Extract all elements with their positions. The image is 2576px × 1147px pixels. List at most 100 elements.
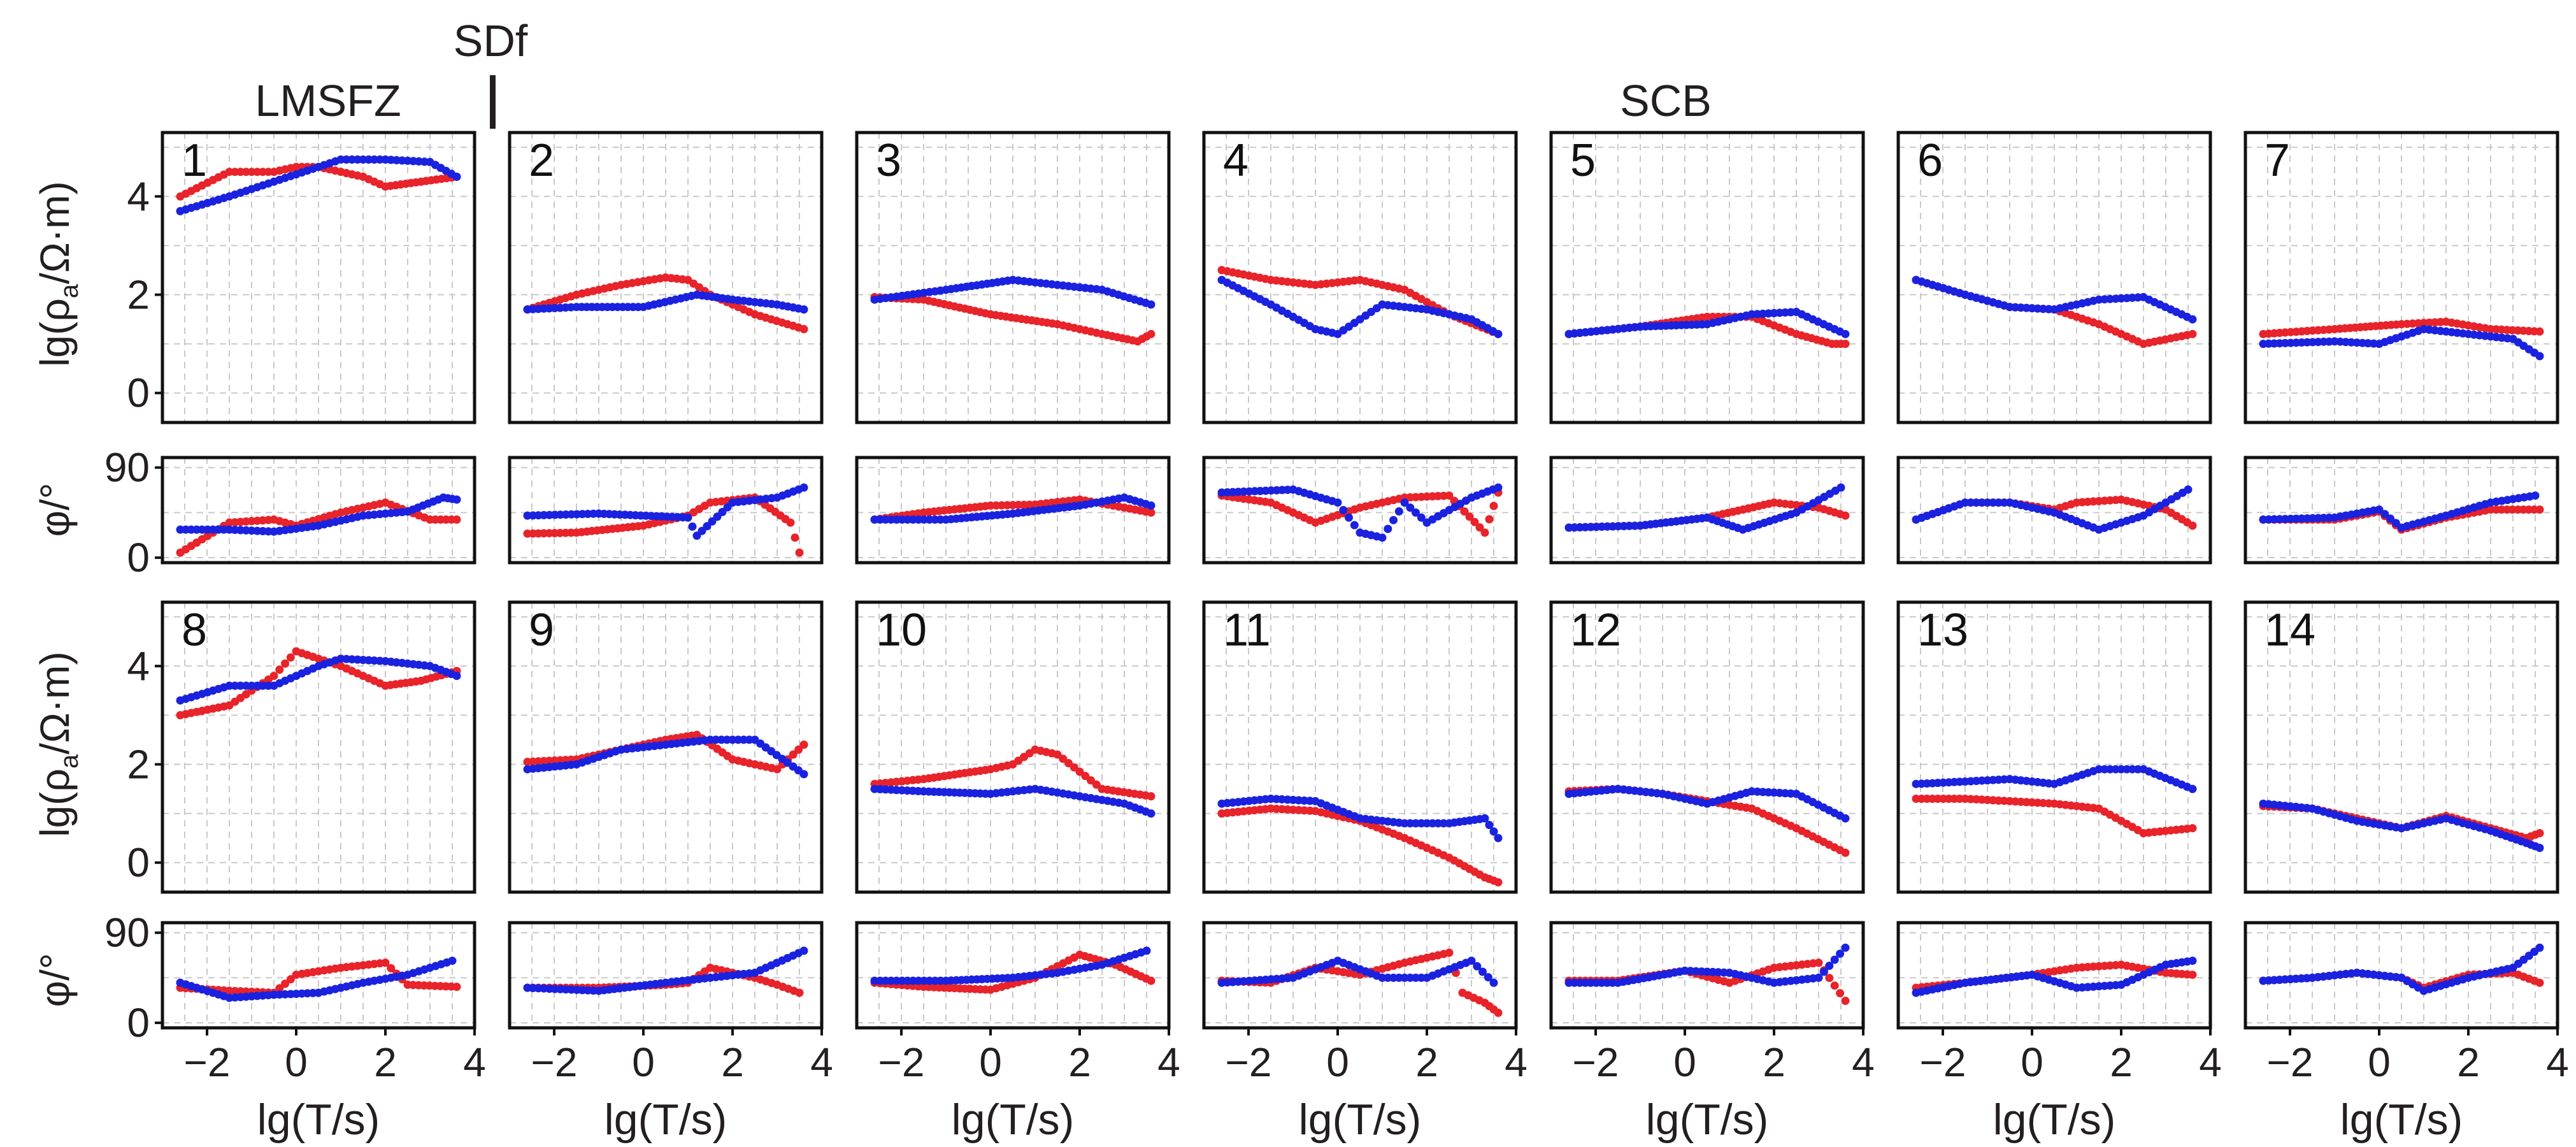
data-point-xy [1825,974,1834,983]
data-point-xy [1494,878,1503,887]
data-point-yx [448,956,457,965]
panel-frame [2243,131,2559,424]
panel-1-rho: 1 0 2 4 [127,131,476,424]
data-point-xy [795,988,804,997]
data-point-yx [2188,956,2197,965]
panel-10-rho: 10 [855,600,1171,894]
x-tick-label: 0 [632,1039,655,1085]
data-point-yx [1478,967,1487,976]
panel-frame [161,921,476,1030]
data-point-xy [1465,512,1474,521]
data-point-xy [452,515,461,524]
data-point-yx [1814,973,1823,982]
panel-frame [1896,456,2212,565]
panel-frame [508,456,824,565]
data-point-xy [2535,978,2544,987]
data-point-yx [1147,300,1156,309]
panel-4-rho: 4 [1202,131,1518,424]
panel-frame [1202,921,1518,1030]
region-label-lmsfz: LMSFZ [255,76,401,126]
panel-frame [855,921,1171,1030]
x-tick-label: 0 [979,1039,1002,1085]
data-point-xy [1081,772,1090,781]
panel-frame [855,456,1171,565]
data-point-xy [1830,981,1839,990]
y-tick-label: 4 [127,173,150,219]
data-point-yx [1489,978,1498,987]
data-point-xy [1147,508,1156,517]
data-point-yx [452,495,461,504]
data-point-yx [1467,956,1476,965]
data-point-xy [381,958,390,967]
panel-frame [2243,921,2559,1030]
y-tick-label: 0 [127,840,150,886]
data-point-xy [2535,505,2544,514]
x-tick-label: −2 [531,1039,578,1085]
panel-11-rho: 11 [1202,600,1518,894]
station-label: 11 [1223,605,1271,656]
station-label: 14 [2265,605,2315,656]
x-tick-label: 2 [1068,1039,1091,1085]
data-point-xy [1489,501,1498,510]
data-point-xy [1475,523,1484,532]
panel-frame [161,456,476,565]
station-label: 2 [529,135,554,186]
panel-frame [1549,131,1865,424]
station-label: 7 [2265,135,2290,186]
y-tick-label: 90 [104,445,150,491]
panel-frame [1896,600,2212,894]
data-point-xy [1470,517,1479,526]
panel-7-phi [2243,456,2559,565]
station-label: 6 [1917,135,1943,186]
data-point-xy [286,653,295,662]
x-tick-label: 0 [285,1039,308,1085]
data-point-xy [1841,511,1850,520]
x-tick-label: 4 [2546,1039,2569,1085]
data-point-xy [387,964,396,972]
data-point-yx [799,305,808,314]
data-point-xy [1445,948,1454,957]
station-label: 5 [1570,135,1596,186]
data-point-yx [2380,510,2389,519]
panel-frame [2243,456,2559,565]
data-point-yx [2375,505,2384,514]
data-point-xy [1064,759,1073,768]
x-axis-label: lg(T/s) [952,1095,1075,1144]
y-tick-label: 0 [127,370,150,416]
data-point-yx [452,672,461,681]
data-point-yx [1819,967,1828,976]
x-tick-label: 2 [1415,1039,1438,1085]
panel-11-phi: −2 0 2 4 lg(T/s) [1202,921,1528,1144]
panel-frame [161,600,476,894]
station-label: 9 [529,605,554,656]
station-label: 12 [1570,605,1621,656]
data-point-xy [1059,754,1068,763]
station-label: 1 [182,135,207,186]
data-point-yx [1841,329,1850,338]
panel-frame [1549,600,1865,894]
data-point-yx [799,770,808,779]
data-point-xy [1147,976,1156,985]
station-label: 8 [182,605,207,656]
data-point-xy [773,765,782,774]
data-point-yx [2386,514,2394,523]
data-point-yx [452,172,461,181]
data-point-xy [1070,763,1078,772]
data-point-xy [281,979,289,988]
panel-13-rho: 13 [1896,600,2212,894]
data-point-yx [1830,955,1839,964]
data-point-xy [269,672,278,681]
data-point-yx [1484,973,1492,982]
panel-2-rho: 2 [508,131,824,424]
data-point-yx [1345,513,1353,522]
data-point-xy [786,518,795,527]
data-point-xy [791,533,799,542]
data-point-yx [1378,533,1387,542]
data-point-yx [2531,491,2540,500]
x-tick-label: −2 [184,1039,231,1085]
panel-frame [855,600,1171,894]
data-point-yx [1406,503,1415,512]
data-point-xy [275,665,284,674]
